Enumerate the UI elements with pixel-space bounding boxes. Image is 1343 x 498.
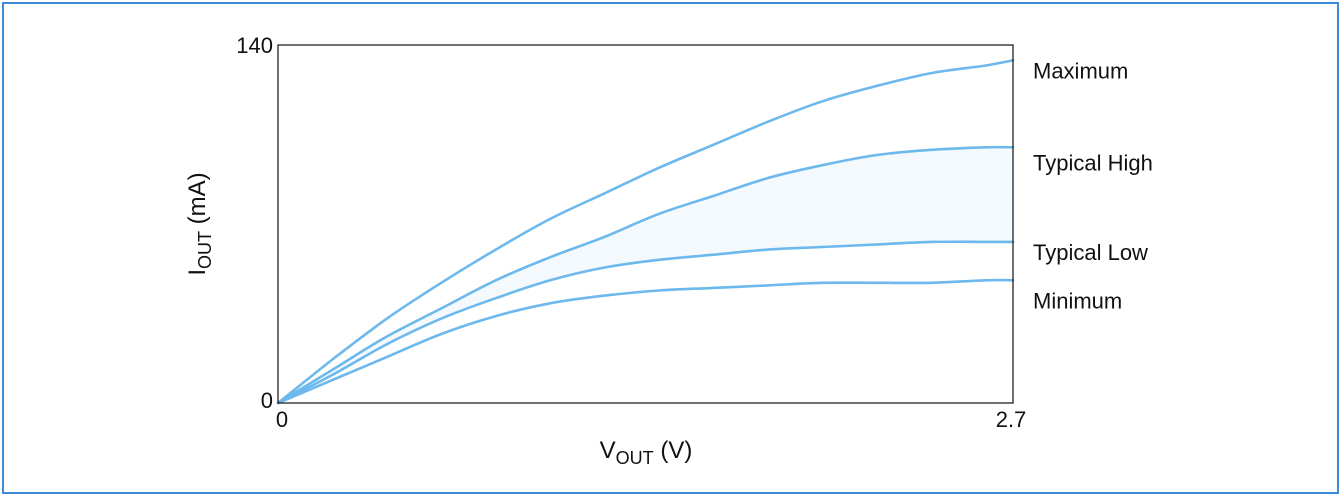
tick-labels: 0 2.7 0 140 [236, 33, 1026, 432]
legend-label-typical-low: Typical Low [1033, 240, 1148, 265]
legend-label-typical-high: Typical High [1033, 151, 1153, 176]
y-axis-label-sub: OUT [195, 231, 215, 269]
x-axis-label: VOUT (V) [600, 437, 693, 468]
x-tick-label-0: 0 [276, 407, 288, 432]
plot-area-border [277, 44, 1014, 404]
shaded-band [278, 147, 1013, 403]
y-tick-label-0: 0 [261, 388, 273, 413]
x-axis-label-sub: OUT [616, 448, 654, 468]
series-line-minimum [276, 278, 1015, 405]
shaded-band-layer [278, 147, 1013, 403]
y-axis-label-main: I [184, 269, 211, 276]
x-tick-label-1: 2.7 [996, 407, 1027, 432]
series-line-typical-high [276, 145, 1015, 405]
y-axis-label-unit: (mA) [184, 172, 211, 231]
series-line-typical-low [276, 240, 1015, 405]
series-line-maximum [276, 59, 1015, 405]
x-axis-label-unit: (V) [654, 437, 693, 464]
legend: Maximum Typical High Typical Low Minimum [1033, 59, 1153, 314]
y-axis-label: IOUT (mA) [184, 172, 215, 275]
series-layer [276, 59, 1015, 405]
y-tick-label-1: 140 [236, 33, 273, 58]
x-axis-label-main: V [600, 437, 616, 464]
legend-label-minimum: Minimum [1033, 289, 1122, 314]
legend-label-maximum: Maximum [1033, 59, 1128, 84]
